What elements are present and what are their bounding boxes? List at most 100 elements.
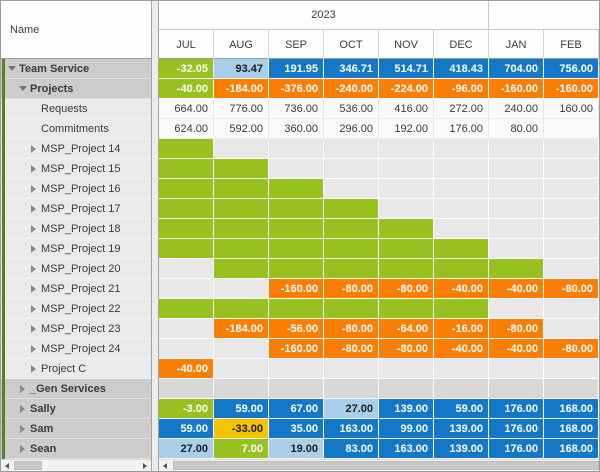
grid-cell-msp-project-15-nov[interactable] bbox=[379, 159, 434, 179]
grid-cell-requests-dec[interactable]: 272.00 bbox=[434, 99, 489, 119]
grid-cell-commitments-dec[interactable]: 176.00 bbox=[434, 119, 489, 139]
expand-icon[interactable] bbox=[28, 324, 39, 333]
tree-item-msp-project-21[interactable]: MSP_Project 21 bbox=[1, 279, 151, 299]
expand-icon[interactable] bbox=[17, 384, 28, 393]
grid-cell-sean-jul[interactable]: 27.00 bbox=[159, 439, 214, 459]
grid-cell-msp-project-24-sep[interactable]: -160.00 bbox=[269, 339, 324, 359]
grid-cell-project-c-aug[interactable] bbox=[214, 359, 269, 379]
grid-scroll-left-arrow-icon[interactable] bbox=[159, 460, 171, 471]
grid-cell-msp-project-24-dec[interactable]: -40.00 bbox=[434, 339, 489, 359]
grid-cell-team-service-jan[interactable]: 704.00 bbox=[489, 59, 544, 79]
grid-cell-sam-sep[interactable]: 35.00 bbox=[269, 419, 324, 439]
grid-cell-projects-jan[interactable]: -160.00 bbox=[489, 79, 544, 99]
grid-cell-sean-nov[interactable]: 163.00 bbox=[379, 439, 434, 459]
grid-cell-msp-project-21-aug[interactable] bbox=[214, 279, 269, 299]
grid-cell-msp-project-22-oct[interactable] bbox=[324, 299, 379, 319]
expand-icon[interactable] bbox=[28, 224, 39, 233]
grid-cell-msp-project-19-aug[interactable] bbox=[214, 239, 269, 259]
grid-cell-project-c-sep[interactable] bbox=[269, 359, 324, 379]
grid-cell-msp-project-18-nov[interactable] bbox=[379, 219, 434, 239]
expand-icon[interactable] bbox=[17, 444, 28, 453]
grid-cell-msp-project-19-jan[interactable] bbox=[489, 239, 544, 259]
grid-cell-msp-project-16-nov[interactable] bbox=[379, 179, 434, 199]
grid-cell-msp-project-18-feb[interactable] bbox=[544, 219, 599, 239]
grid-cell-msp-project-20-aug[interactable] bbox=[214, 259, 269, 279]
grid-cell-msp-project-18-jul[interactable] bbox=[159, 219, 214, 239]
collapse-icon[interactable] bbox=[17, 86, 28, 91]
grid-cell-sam-oct[interactable]: 163.00 bbox=[324, 419, 379, 439]
grid-cell-sally-sep[interactable]: 67.00 bbox=[269, 399, 324, 419]
grid-cell-sally-nov[interactable]: 139.00 bbox=[379, 399, 434, 419]
grid-cell-team-service-sep[interactable]: 191.95 bbox=[269, 59, 324, 79]
grid-cell-msp-project-19-dec[interactable] bbox=[434, 239, 489, 259]
grid-cell-msp-project-21-feb[interactable]: -80.00 bbox=[544, 279, 599, 299]
grid-cell-msp-project-23-aug[interactable]: -184.00 bbox=[214, 319, 269, 339]
grid-cell-msp-project-14-jul[interactable] bbox=[159, 139, 214, 159]
grid-cell-projects-aug[interactable]: -184.00 bbox=[214, 79, 269, 99]
tree-item-msp-project-15[interactable]: MSP_Project 15 bbox=[1, 159, 151, 179]
grid-cell-msp-project-17-jul[interactable] bbox=[159, 199, 214, 219]
grid-cell-commitments-oct[interactable]: 296.00 bbox=[324, 119, 379, 139]
grid-cell-msp-project-14-jan[interactable] bbox=[489, 139, 544, 159]
scroll-right-arrow-icon[interactable] bbox=[139, 460, 151, 471]
grid-cell-msp-project-22-jan[interactable] bbox=[489, 299, 544, 319]
grid-cell-requests-oct[interactable]: 536.00 bbox=[324, 99, 379, 119]
grid-cell-sean-oct[interactable]: 83.00 bbox=[324, 439, 379, 459]
grid-cell-msp-project-14-oct[interactable] bbox=[324, 139, 379, 159]
grid-cell-msp-project-21-nov[interactable]: -80.00 bbox=[379, 279, 434, 299]
grid-cell-msp-project-17-nov[interactable] bbox=[379, 199, 434, 219]
grid-cell-sean-dec[interactable]: 139.00 bbox=[434, 439, 489, 459]
grid-cell-msp-project-21-dec[interactable]: -40.00 bbox=[434, 279, 489, 299]
grid-cell-gen-services-oct[interactable] bbox=[324, 379, 379, 399]
grid-cell-team-service-oct[interactable]: 346.71 bbox=[324, 59, 379, 79]
grid-cell-msp-project-14-sep[interactable] bbox=[269, 139, 324, 159]
grid-cell-msp-project-18-sep[interactable] bbox=[269, 219, 324, 239]
grid-cell-sally-jul[interactable]: -3.00 bbox=[159, 399, 214, 419]
grid-cell-msp-project-23-sep[interactable]: -56.00 bbox=[269, 319, 324, 339]
grid-cell-msp-project-17-jan[interactable] bbox=[489, 199, 544, 219]
grid-cell-projects-feb[interactable]: -160.00 bbox=[544, 79, 599, 99]
grid-cell-msp-project-15-aug[interactable] bbox=[214, 159, 269, 179]
grid-cell-gen-services-aug[interactable] bbox=[214, 379, 269, 399]
grid-cell-msp-project-22-sep[interactable] bbox=[269, 299, 324, 319]
grid-cell-gen-services-dec[interactable] bbox=[434, 379, 489, 399]
tree-item-msp-project-22[interactable]: MSP_Project 22 bbox=[1, 299, 151, 319]
grid-cell-gen-services-nov[interactable] bbox=[379, 379, 434, 399]
grid-cell-team-service-jul[interactable]: -32.05 bbox=[159, 59, 214, 79]
grid-cell-sam-jan[interactable]: 176.00 bbox=[489, 419, 544, 439]
grid-cell-msp-project-20-sep[interactable] bbox=[269, 259, 324, 279]
expand-icon[interactable] bbox=[28, 164, 39, 173]
grid-cell-msp-project-19-jul[interactable] bbox=[159, 239, 214, 259]
grid-cell-projects-oct[interactable]: -240.00 bbox=[324, 79, 379, 99]
tree-item-team-service[interactable]: Team Service bbox=[1, 59, 151, 79]
grid-cell-project-c-oct[interactable] bbox=[324, 359, 379, 379]
grid-cell-msp-project-17-aug[interactable] bbox=[214, 199, 269, 219]
grid-cell-requests-jan[interactable]: 240.00 bbox=[489, 99, 544, 119]
grid-cell-msp-project-14-nov[interactable] bbox=[379, 139, 434, 159]
grid-cell-commitments-aug[interactable]: 592.00 bbox=[214, 119, 269, 139]
grid-cell-sally-jan[interactable]: 176.00 bbox=[489, 399, 544, 419]
tree-item-msp-project-20[interactable]: MSP_Project 20 bbox=[1, 259, 151, 279]
grid-cell-msp-project-20-feb[interactable] bbox=[544, 259, 599, 279]
expand-icon[interactable] bbox=[28, 364, 39, 373]
grid-cell-msp-project-19-sep[interactable] bbox=[269, 239, 324, 259]
pane-splitter[interactable] bbox=[151, 1, 159, 471]
grid-cell-projects-dec[interactable]: -96.00 bbox=[434, 79, 489, 99]
grid-cell-msp-project-19-oct[interactable] bbox=[324, 239, 379, 259]
grid-cell-msp-project-15-oct[interactable] bbox=[324, 159, 379, 179]
grid-cell-msp-project-16-sep[interactable] bbox=[269, 179, 324, 199]
grid-cell-msp-project-15-sep[interactable] bbox=[269, 159, 324, 179]
grid-cell-msp-project-16-aug[interactable] bbox=[214, 179, 269, 199]
grid-cell-project-c-jan[interactable] bbox=[489, 359, 544, 379]
grid-cell-msp-project-24-nov[interactable]: -80.00 bbox=[379, 339, 434, 359]
grid-cell-msp-project-18-dec[interactable] bbox=[434, 219, 489, 239]
grid-cell-sally-dec[interactable]: 59.00 bbox=[434, 399, 489, 419]
tree-item-sally[interactable]: Sally bbox=[1, 399, 151, 419]
grid-cell-msp-project-22-dec[interactable] bbox=[434, 299, 489, 319]
expand-icon[interactable] bbox=[28, 284, 39, 293]
grid-cell-msp-project-20-nov[interactable] bbox=[379, 259, 434, 279]
grid-cell-sean-aug[interactable]: 7.00 bbox=[214, 439, 269, 459]
expand-icon[interactable] bbox=[28, 244, 39, 253]
tree-item-sean[interactable]: Sean bbox=[1, 439, 151, 459]
grid-cell-commitments-jul[interactable]: 624.00 bbox=[159, 119, 214, 139]
